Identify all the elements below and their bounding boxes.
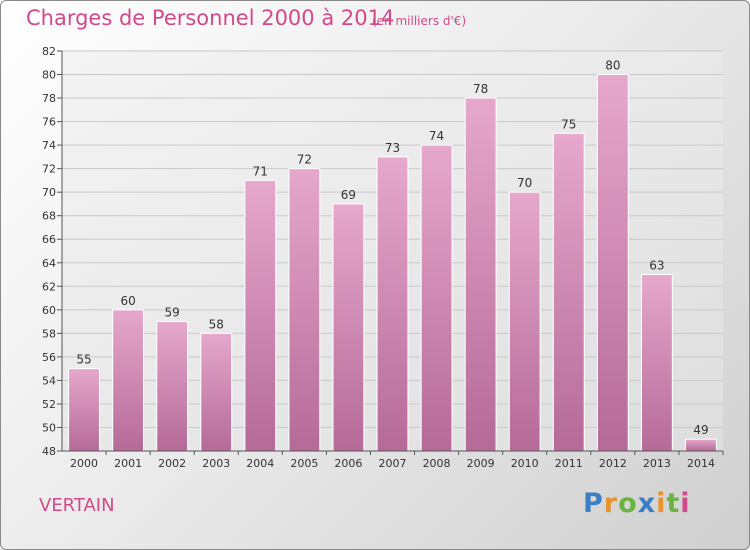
bar [68, 368, 100, 452]
x-tick-label: 2001 [114, 457, 142, 470]
y-tick-label: 82 [42, 45, 56, 58]
y-tick-label: 58 [42, 327, 56, 340]
bar [332, 203, 365, 452]
bar [200, 332, 233, 452]
bar-value-label: 69 [341, 188, 356, 202]
y-tick-label: 78 [42, 92, 56, 105]
bar-value-label: 49 [693, 423, 708, 437]
bar [464, 97, 497, 452]
bar-value-label: 72 [297, 153, 312, 167]
x-tick-label: 2013 [643, 457, 671, 470]
bar-value-label: 70 [517, 176, 532, 190]
y-tick-label: 72 [42, 163, 56, 176]
bar-value-label: 73 [385, 141, 400, 155]
x-tick-label: 2011 [555, 457, 583, 470]
chart-subtitle: (en milliers d'€) [372, 14, 467, 28]
y-tick-label: 74 [42, 139, 56, 152]
bar-value-label: 55 [76, 353, 91, 367]
y-tick-label: 80 [42, 69, 56, 82]
y-tick-label: 54 [42, 374, 56, 387]
x-tick-label: 2000 [70, 457, 98, 470]
bar-value-label: 71 [253, 164, 268, 178]
bar [288, 168, 321, 452]
bar [552, 132, 585, 452]
bar [112, 309, 145, 452]
bar-value-label: 60 [120, 294, 135, 308]
bars: 55 60 59 58 71 72 69 73 74 78 70 75 80 63 49 [68, 59, 717, 452]
bar [596, 74, 629, 452]
x-tick-label: 2008 [423, 457, 451, 470]
y-tick-label: 56 [42, 351, 56, 364]
y-tick-label: 68 [42, 210, 56, 223]
x-tick-label: 2010 [511, 457, 539, 470]
bar [640, 274, 673, 452]
y-tick-label: 48 [42, 445, 56, 458]
y-tick-label: 50 [42, 421, 56, 434]
axes: 48 50 52 54 56 58 60 62 64 66 68 70 72 74 76 78 80 82 2000… [42, 45, 724, 470]
bar [420, 144, 453, 452]
y-tick-label: 64 [42, 257, 56, 270]
y-tick-label: 62 [42, 280, 56, 293]
y-tick-label: 76 [42, 116, 56, 129]
chart-title: Charges de Personnel 2000 à 2014 [26, 6, 395, 30]
bar-value-label: 80 [605, 59, 620, 73]
y-tick-label: 70 [42, 186, 56, 199]
x-tick-label: 2006 [334, 457, 362, 470]
x-tick-label: 2012 [599, 457, 627, 470]
bar [508, 191, 541, 452]
bar-value-label: 75 [561, 117, 576, 131]
bar [156, 321, 189, 452]
bar [685, 438, 717, 452]
bar-value-label: 78 [473, 82, 488, 96]
x-tick-label: 2002 [158, 457, 186, 470]
x-tick-label: 2007 [379, 457, 407, 470]
commune-name: VERTAIN [39, 495, 115, 516]
y-tick-label: 60 [42, 304, 56, 317]
x-tick-label: 2014 [687, 457, 715, 470]
x-tick-label: 2005 [290, 457, 318, 470]
y-tick-label: 52 [42, 398, 56, 411]
x-tick-label: 2009 [467, 457, 495, 470]
bar [376, 156, 409, 452]
proxiti-logo: Proxiti [583, 488, 691, 519]
bar-value-label: 59 [165, 306, 180, 320]
bar-value-label: 63 [649, 259, 664, 273]
bar-value-label: 74 [429, 129, 444, 143]
y-tick-label: 66 [42, 233, 56, 246]
x-tick-label: 2004 [246, 457, 274, 470]
x-tick-label: 2003 [202, 457, 230, 470]
bar [244, 179, 277, 452]
bar-value-label: 58 [209, 317, 224, 331]
